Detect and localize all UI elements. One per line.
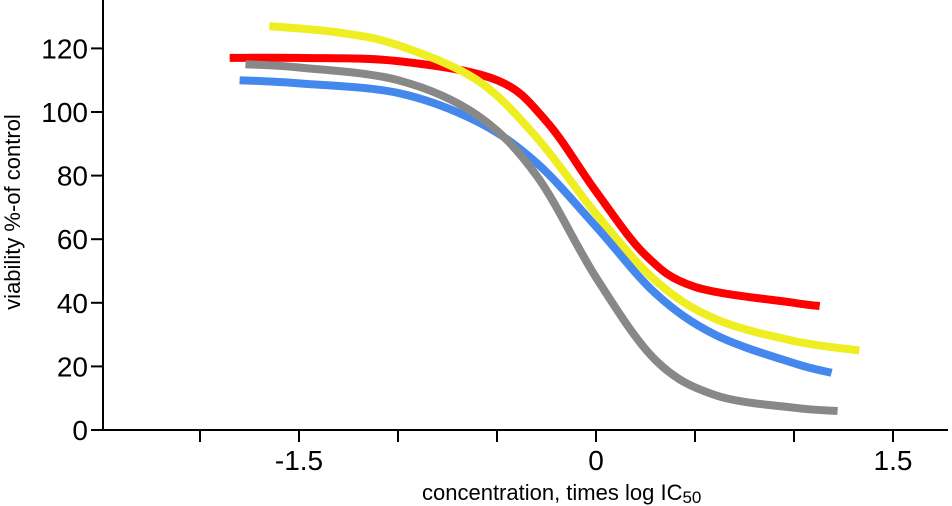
series-line-2 — [268, 22, 860, 355]
series-line-1 — [229, 53, 821, 310]
y-tick-label: 80 — [57, 161, 88, 192]
x-axis-title: concentration, times log IC50 — [422, 480, 701, 506]
x-axis-title-main: concentration, times log IC — [422, 480, 683, 505]
y-tick-label: 100 — [41, 97, 88, 128]
y-tick-label: 20 — [57, 351, 88, 382]
series-line-4 — [245, 60, 838, 415]
axes — [91, 0, 948, 442]
x-axis-title-subscript: 50 — [682, 488, 701, 506]
y-tick-label: 40 — [57, 288, 88, 319]
series-line-3 — [239, 76, 833, 377]
y-tick-label: 60 — [57, 224, 88, 255]
plot-area — [229, 22, 860, 415]
y-axis-title: viability %-of control — [0, 114, 25, 310]
y-tick-label: 0 — [72, 415, 88, 446]
x-tick-label: -1.5 — [275, 445, 323, 476]
tick-labels: 0 20 40 60 80 100 120 -1.5 0 1.5 — [41, 33, 912, 476]
x-tick-label: 0 — [588, 445, 604, 476]
x-tick-label: 1.5 — [874, 445, 913, 476]
y-tick-label: 120 — [41, 33, 88, 64]
